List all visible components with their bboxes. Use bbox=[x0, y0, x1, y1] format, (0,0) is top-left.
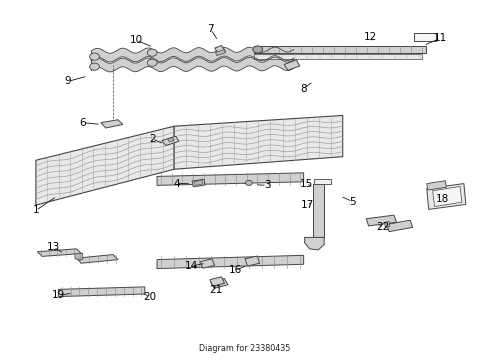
Polygon shape bbox=[192, 179, 205, 187]
Polygon shape bbox=[37, 249, 81, 256]
Circle shape bbox=[147, 49, 157, 56]
Polygon shape bbox=[194, 180, 203, 185]
Polygon shape bbox=[284, 60, 300, 70]
Circle shape bbox=[90, 63, 99, 70]
Text: Diagram for 23380435: Diagram for 23380435 bbox=[199, 344, 291, 353]
Polygon shape bbox=[211, 279, 228, 288]
Text: 18: 18 bbox=[436, 194, 449, 204]
Text: 2: 2 bbox=[149, 134, 155, 144]
Circle shape bbox=[253, 46, 263, 53]
Polygon shape bbox=[157, 173, 304, 185]
Polygon shape bbox=[216, 49, 225, 55]
Polygon shape bbox=[157, 255, 304, 269]
Polygon shape bbox=[58, 287, 145, 297]
Text: 4: 4 bbox=[173, 179, 180, 189]
Text: 1: 1 bbox=[32, 206, 39, 216]
Polygon shape bbox=[210, 277, 224, 286]
Text: 22: 22 bbox=[376, 222, 390, 232]
Text: 7: 7 bbox=[207, 24, 214, 35]
Polygon shape bbox=[168, 138, 174, 141]
Text: 21: 21 bbox=[209, 285, 222, 296]
Polygon shape bbox=[36, 126, 174, 205]
Text: 20: 20 bbox=[143, 292, 156, 302]
Text: 8: 8 bbox=[300, 84, 307, 94]
Polygon shape bbox=[101, 120, 123, 128]
Polygon shape bbox=[366, 215, 396, 226]
Polygon shape bbox=[200, 259, 215, 268]
Text: 12: 12 bbox=[364, 32, 377, 41]
Text: 15: 15 bbox=[299, 179, 313, 189]
FancyBboxPatch shape bbox=[414, 33, 436, 41]
Circle shape bbox=[245, 180, 252, 185]
Polygon shape bbox=[305, 237, 324, 250]
Polygon shape bbox=[215, 45, 225, 54]
Text: 5: 5 bbox=[349, 197, 356, 207]
Circle shape bbox=[90, 53, 99, 60]
Text: 11: 11 bbox=[434, 33, 447, 43]
Polygon shape bbox=[433, 186, 462, 207]
Text: 13: 13 bbox=[47, 242, 60, 252]
Circle shape bbox=[147, 59, 157, 66]
Polygon shape bbox=[245, 256, 260, 266]
Polygon shape bbox=[427, 184, 466, 210]
Polygon shape bbox=[385, 222, 390, 227]
Text: 14: 14 bbox=[185, 261, 198, 271]
Polygon shape bbox=[75, 253, 83, 260]
Polygon shape bbox=[254, 45, 426, 53]
Polygon shape bbox=[174, 116, 343, 169]
Text: 10: 10 bbox=[130, 35, 143, 45]
Polygon shape bbox=[314, 184, 324, 237]
Polygon shape bbox=[315, 179, 331, 184]
Text: 16: 16 bbox=[229, 265, 242, 275]
Polygon shape bbox=[162, 136, 179, 145]
Text: 9: 9 bbox=[65, 76, 72, 86]
Text: 17: 17 bbox=[300, 200, 314, 210]
Polygon shape bbox=[427, 181, 446, 190]
Text: 3: 3 bbox=[264, 180, 270, 190]
Polygon shape bbox=[387, 220, 413, 231]
Text: 6: 6 bbox=[79, 118, 86, 128]
Polygon shape bbox=[76, 255, 118, 263]
Polygon shape bbox=[254, 54, 422, 59]
Text: 19: 19 bbox=[52, 291, 65, 301]
